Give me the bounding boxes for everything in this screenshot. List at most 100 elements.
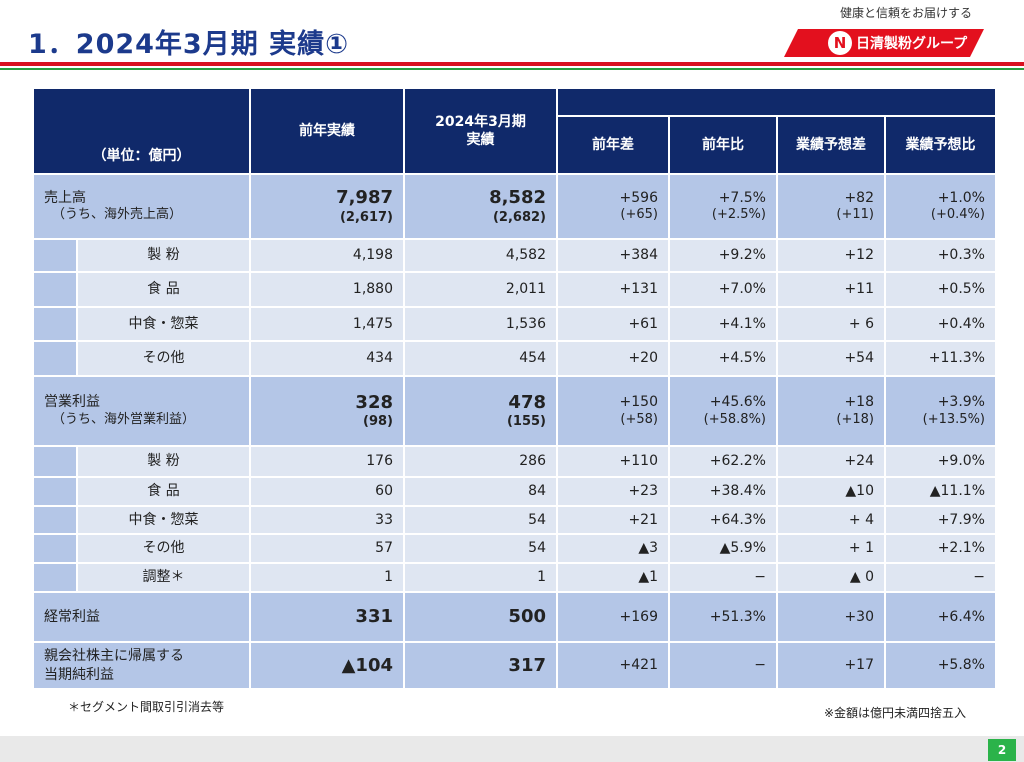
cell: +0.3% — [884, 238, 997, 273]
rule — [0, 68, 1024, 70]
cell: +17 — [776, 641, 886, 690]
segment-row: 製 粉 176 286 +110 +62.2% +24 +9.0% — [32, 445, 997, 478]
cell-value: +17 — [844, 657, 874, 674]
cell: +131 — [556, 271, 670, 308]
segment-label: 製 粉 — [76, 238, 251, 273]
cell-value: +6.4% — [937, 608, 985, 625]
cell: +82 (+11) — [776, 173, 886, 240]
header-cell: （単位：億円） — [32, 87, 251, 175]
cell-subvalue: (98) — [363, 414, 393, 430]
cell: 60 — [249, 476, 405, 507]
cell: +62.2% — [668, 445, 778, 478]
cell-value: 478 — [508, 391, 546, 413]
cell: +18 (+18) — [776, 375, 886, 447]
segment-label: 製 粉 — [76, 445, 251, 478]
cell: +4.5% — [668, 340, 778, 377]
header-cell: 前年比 — [668, 115, 778, 175]
indent — [32, 505, 78, 535]
slide-title: 1．2024年3月期 実績① — [28, 29, 349, 60]
logo-shape: N — [784, 29, 984, 57]
cell: 84 — [403, 476, 558, 507]
cell-value: +169 — [619, 608, 658, 625]
cell: ▲10 — [776, 476, 886, 507]
cell: +61 — [556, 306, 670, 342]
cell: +23 — [556, 476, 670, 507]
segment-row: 食 品 1,880 2,011 +131 +7.0% +11 +0.5% — [32, 271, 997, 308]
header-row: 前年差 前年比 業績予想差 業績予想比 — [33, 115, 997, 175]
cell: +0.5% — [884, 271, 997, 308]
main-row: 親会社株主に帰属する 当期純利益 ▲104 317 +421 − +17 +5.8% — [32, 641, 997, 690]
cell-value: +596 — [619, 189, 658, 206]
cell: 1,536 — [403, 306, 558, 342]
row-sublabel: （うち、海外営業利益） — [52, 411, 196, 427]
cell-value: 7,987 — [336, 187, 393, 209]
header-row: （単位：億円） 前年実績 2024年3月期 実績 — [32, 87, 997, 175]
cell: +5.8% — [884, 641, 997, 690]
cell: 1 — [249, 562, 405, 593]
segment-row: 調整＊ 1 1 ▲1− ▲ 0− — [32, 562, 997, 593]
cell: +384 — [556, 238, 670, 273]
logo-text: 日清製粉グループ — [856, 36, 968, 52]
cell-value: 8,582 — [489, 187, 546, 209]
indent — [32, 445, 78, 478]
cell: 57 — [249, 533, 405, 564]
row-label: 営業利益 （うち、海外営業利益） — [32, 375, 251, 447]
cell: +24 — [776, 445, 886, 478]
cell: +4.1% — [668, 306, 778, 342]
cell-subvalue: (+58) — [620, 411, 658, 427]
cell: ▲5.9% — [668, 533, 778, 564]
segment-label: 食 品 — [76, 271, 251, 308]
cell: − — [884, 562, 997, 593]
cell: +596 (+65) — [556, 173, 670, 240]
cell: ▲11.1% — [884, 476, 997, 507]
cell: +0.4% — [884, 306, 997, 342]
cell: +421 — [556, 641, 670, 690]
svg-text:N: N — [834, 34, 847, 52]
cell: +3.9% (+13.5%) — [884, 375, 997, 447]
row-label-text: 売上高 — [44, 189, 86, 206]
cell-value: 331 — [355, 606, 393, 628]
cell: +11 — [776, 271, 886, 308]
cell: − — [668, 562, 778, 593]
cell-subvalue: (+13.5%) — [922, 411, 985, 427]
main-row: 売上高 （うち、海外売上高） 7,987 (2,617) 8,582 (2,682) +59… — [32, 173, 997, 240]
cell: 434 — [249, 340, 405, 377]
segment-label: その他 — [76, 533, 251, 564]
footer-band — [0, 736, 1024, 762]
cell: 54 — [403, 533, 558, 564]
cell: +9.0% — [884, 445, 997, 478]
cell: ▲1 — [556, 562, 670, 593]
indent — [32, 562, 78, 593]
header-band — [556, 87, 997, 117]
segment-label: 調整＊ — [76, 562, 251, 593]
segment-row: その他 434 454 +20 +4.5% +54 +11.3% — [32, 340, 997, 377]
cell: − — [668, 641, 778, 690]
cell-value: +7.5% — [718, 189, 766, 206]
cell: +20 — [556, 340, 670, 377]
cell: +150 (+58) — [556, 375, 670, 447]
cell-value: ▲104 — [341, 654, 393, 676]
cell: 317 — [403, 641, 558, 690]
cell-value: 317 — [508, 654, 546, 676]
header-cell: 業績予想比 — [884, 115, 997, 175]
indent — [32, 533, 78, 564]
cell-value: +3.9% — [937, 394, 985, 411]
segment-label: 中食・惣菜 — [76, 306, 251, 342]
cell-value: +45.6% — [709, 394, 766, 411]
row-label: 経常利益 — [32, 591, 251, 643]
header-cell: 業績予想差 — [776, 115, 886, 175]
segment-row: 中食・惣菜 1,475 1,536 +61 +4.1% + 6 +0.4% — [32, 306, 997, 342]
cell-value: +51.3% — [709, 608, 766, 625]
cell: + 1 — [776, 533, 886, 564]
footnote: ※金額は億円未満四捨五入 — [823, 706, 966, 720]
indent — [32, 340, 78, 377]
indent — [32, 271, 78, 308]
header-cell: 前年差 — [556, 115, 670, 175]
main-row: 経常利益 331 500 +169 +51.3% +30 +6.4% — [32, 591, 997, 643]
cell: +6.4% — [884, 591, 997, 643]
row-label-text: 営業利益 — [44, 394, 100, 411]
cell-subvalue: (+2.5%) — [711, 207, 766, 223]
segment-row: その他 57 54 ▲3 ▲5.9% + 1 +2.1% — [32, 533, 997, 564]
cell: 4,582 — [403, 238, 558, 273]
cell: 331 — [249, 591, 405, 643]
